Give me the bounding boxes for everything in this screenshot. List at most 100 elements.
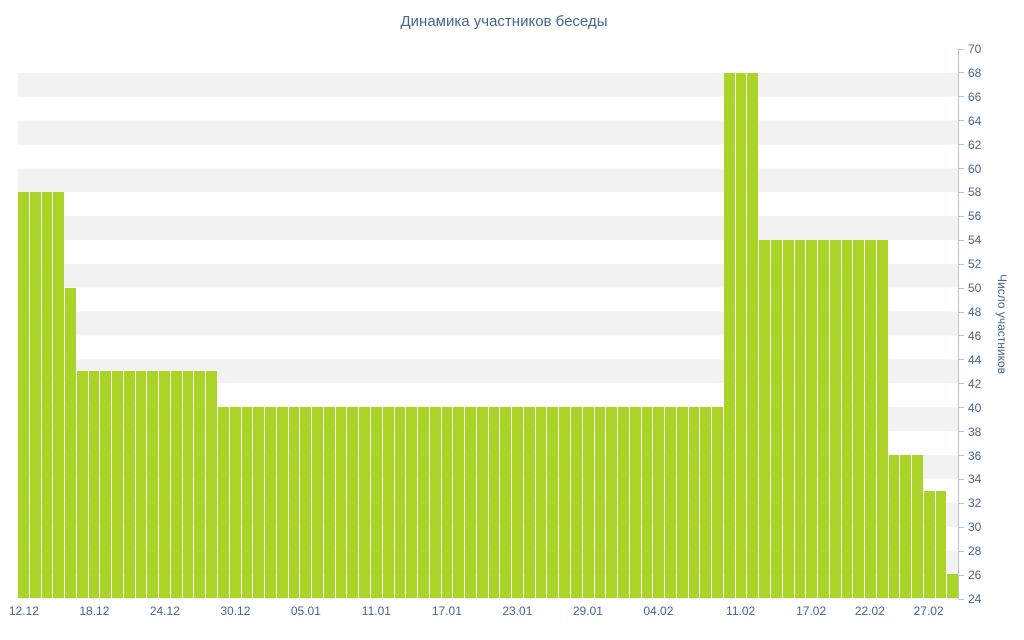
bar[interactable] <box>418 407 429 598</box>
bar[interactable] <box>735 72 747 598</box>
bar[interactable] <box>382 407 394 598</box>
bar[interactable] <box>370 407 382 598</box>
bar[interactable] <box>512 407 523 598</box>
bar[interactable] <box>641 407 653 598</box>
bar[interactable] <box>488 407 500 598</box>
bar[interactable] <box>323 407 335 598</box>
bar[interactable] <box>394 407 406 598</box>
bar[interactable] <box>547 407 559 598</box>
y-axis-tick <box>959 72 964 74</box>
y-axis-tick-label: 34 <box>968 472 982 487</box>
bar[interactable] <box>65 287 76 598</box>
bar[interactable] <box>888 454 900 598</box>
bar[interactable] <box>465 407 476 598</box>
y-axis-tick <box>959 359 964 361</box>
x-axis-tick-label: 23.01 <box>502 604 533 618</box>
bar[interactable] <box>747 72 759 598</box>
bar[interactable] <box>359 407 370 598</box>
bar[interactable] <box>629 407 641 598</box>
y-axis-tick <box>959 48 964 50</box>
x-axis-tick-label: 18.12 <box>79 604 110 618</box>
bar[interactable] <box>335 407 347 598</box>
y-axis-tick <box>959 407 964 409</box>
x-axis-tick-label: 11.01 <box>361 604 391 618</box>
bar[interactable] <box>618 407 629 598</box>
bar[interactable] <box>194 371 206 598</box>
bar[interactable] <box>806 239 818 598</box>
bar[interactable] <box>865 239 876 598</box>
bar[interactable] <box>923 490 935 598</box>
y-axis-tick-label: 38 <box>968 424 982 439</box>
bar[interactable] <box>312 407 323 598</box>
bar[interactable] <box>18 192 29 598</box>
bar[interactable] <box>665 407 676 598</box>
bar[interactable] <box>476 407 488 598</box>
x-axis-tick-label: 29.01 <box>572 604 603 618</box>
bar[interactable] <box>159 371 170 598</box>
bar[interactable] <box>147 371 159 598</box>
bar[interactable] <box>535 407 547 598</box>
y-axis-tick-label: 64 <box>968 113 982 128</box>
bar[interactable] <box>206 371 218 598</box>
bar[interactable] <box>265 407 276 598</box>
bar[interactable] <box>759 239 770 598</box>
bar[interactable] <box>229 407 241 598</box>
bar[interactable] <box>841 239 853 598</box>
bar[interactable] <box>794 239 806 598</box>
bar[interactable] <box>853 239 865 598</box>
bar[interactable] <box>876 239 888 598</box>
bar[interactable] <box>829 239 841 598</box>
bar[interactable] <box>76 371 88 598</box>
bar[interactable] <box>276 407 288 598</box>
bar[interactable] <box>500 407 512 598</box>
bar[interactable] <box>453 407 465 598</box>
bar[interactable] <box>935 490 947 598</box>
bar[interactable] <box>582 407 594 598</box>
bar[interactable] <box>688 407 700 598</box>
bar[interactable] <box>570 407 582 598</box>
bar[interactable] <box>594 407 606 598</box>
x-axis-tick-label: 05.01 <box>290 604 321 618</box>
bar[interactable] <box>100 371 112 598</box>
bar[interactable] <box>135 371 147 598</box>
bar[interactable] <box>700 407 712 598</box>
bar[interactable] <box>300 407 312 598</box>
bar[interactable] <box>41 192 53 598</box>
bar[interactable] <box>782 239 794 598</box>
bar[interactable] <box>253 407 265 598</box>
bar[interactable] <box>123 371 135 598</box>
bar[interactable] <box>818 239 829 598</box>
bar[interactable] <box>29 192 41 598</box>
y-axis-tick-label: 36 <box>968 448 982 463</box>
bar[interactable] <box>182 371 194 598</box>
bar[interactable] <box>88 371 100 598</box>
bar[interactable] <box>606 407 618 598</box>
bar[interactable] <box>712 407 723 598</box>
bar[interactable] <box>912 454 923 598</box>
bar[interactable] <box>559 407 570 598</box>
bar[interactable] <box>218 407 229 598</box>
bar[interactable] <box>523 407 535 598</box>
bar[interactable] <box>241 407 253 598</box>
bar[interactable] <box>288 407 300 598</box>
bar[interactable] <box>441 407 453 598</box>
y-axis-tick-label: 68 <box>968 65 982 80</box>
x-axis-tick-label: 30.12 <box>220 604 251 618</box>
bar[interactable] <box>53 192 65 598</box>
y-axis-tick-label: 56 <box>968 209 982 224</box>
bar[interactable] <box>170 371 182 598</box>
y-axis-tick <box>959 120 964 122</box>
bar[interactable] <box>723 72 735 598</box>
bar[interactable] <box>676 407 688 598</box>
bar[interactable] <box>406 407 418 598</box>
bar[interactable] <box>347 407 359 598</box>
bar[interactable] <box>947 574 959 598</box>
bar[interactable] <box>429 407 441 598</box>
y-axis-tick <box>959 168 964 170</box>
bar[interactable] <box>900 454 912 598</box>
bar[interactable] <box>771 239 782 598</box>
y-axis-tick <box>959 191 964 193</box>
bar[interactable] <box>112 371 123 598</box>
bar[interactable] <box>653 407 665 598</box>
